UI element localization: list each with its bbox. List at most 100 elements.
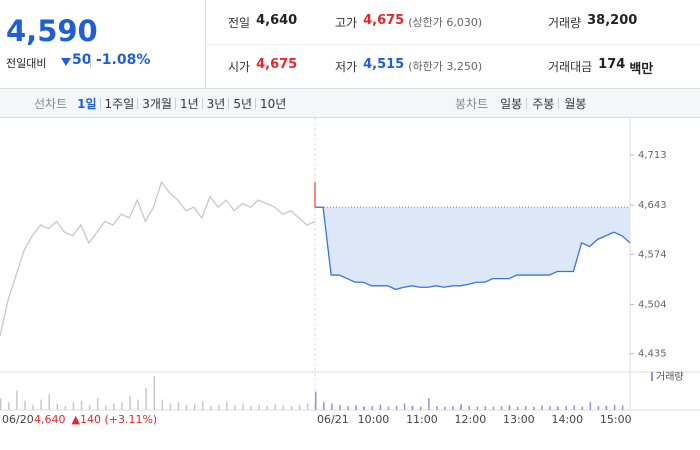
- volume-bar: [258, 404, 260, 410]
- volume-bar: [185, 404, 188, 410]
- volume-bar: [72, 402, 75, 410]
- volume-bar: [40, 399, 42, 410]
- volume-bar: [621, 405, 624, 410]
- tab-sep: [228, 98, 230, 109]
- volume-bar: [16, 390, 18, 410]
- volume-bar: [315, 391, 317, 410]
- volume-bar: [331, 403, 333, 410]
- stat-note: (하한가 3,250): [408, 60, 483, 73]
- period-tab[interactable]: 10년: [260, 97, 287, 111]
- volume-bar: [323, 402, 325, 410]
- tab-sep: [174, 98, 176, 109]
- candle-tab[interactable]: 주봉: [532, 97, 555, 111]
- tab-sep: [137, 98, 139, 109]
- volume-bar: [476, 406, 479, 410]
- stat-label: 시가: [228, 60, 251, 74]
- volume-bar: [460, 404, 462, 410]
- tab-title: 선차트: [34, 97, 68, 111]
- volume-bar: [161, 399, 164, 410]
- volume-bar: [573, 405, 575, 410]
- price-line: [315, 206, 631, 291]
- stat-label: 고가: [335, 16, 358, 30]
- volume-bar: [64, 406, 67, 410]
- stat-value: 4,675: [363, 13, 405, 28]
- volume-bar: [452, 406, 454, 410]
- row-divider: [205, 44, 700, 45]
- x-tick-label: 11:00: [406, 413, 438, 426]
- volume-bar: [48, 394, 50, 410]
- y-tick-label: 4,504: [638, 299, 667, 310]
- stat-label: 저가: [335, 60, 358, 74]
- volume-bar: [96, 398, 99, 410]
- volume-bar: [88, 404, 91, 410]
- period-tab[interactable]: 3년: [206, 97, 226, 111]
- change: 50: [72, 52, 92, 68]
- volume-bar: [500, 406, 503, 410]
- volume-bar: [298, 404, 301, 410]
- volume-bar: [613, 404, 616, 410]
- volume-bar: [56, 403, 59, 410]
- price-box: 4,590 전일대비 50 -1.08%: [0, 0, 206, 88]
- volume-bar: [597, 406, 600, 410]
- tab-sep: [526, 98, 528, 109]
- period-tab[interactable]: 1일: [77, 97, 97, 111]
- y-tick-label: 4,643: [638, 200, 667, 211]
- volume-bar: [339, 404, 341, 410]
- volume-bar: [121, 402, 123, 410]
- current-price: 4,590: [6, 14, 98, 48]
- volume-bar: [444, 406, 446, 410]
- volume-bar: [411, 406, 414, 410]
- volume-bar: [210, 406, 212, 410]
- stat-value: 4,640: [256, 13, 298, 28]
- period-tab[interactable]: 1주일: [104, 97, 135, 111]
- volume-bar: [8, 402, 10, 410]
- candle-tab[interactable]: 일봉: [500, 97, 523, 111]
- volume-bar: [137, 399, 139, 410]
- tab-sep: [255, 98, 257, 109]
- volume-bar: [379, 404, 382, 410]
- period-tab[interactable]: 1년: [179, 97, 199, 111]
- volume-bar: [290, 406, 293, 410]
- volume-bar: [516, 406, 519, 410]
- volume-bar: [468, 406, 470, 410]
- volume-bar: [105, 405, 107, 410]
- price-line: [0, 180, 316, 336]
- volume-bar: [541, 405, 543, 410]
- volume-bar: [589, 402, 592, 410]
- volume-bar: [24, 400, 26, 410]
- change-label: 전일대비: [6, 57, 47, 70]
- volume-bar: [371, 406, 374, 410]
- volume-bar: [153, 376, 155, 410]
- volume-bar: [387, 406, 390, 410]
- x-tick-label: 14:00: [551, 413, 583, 426]
- candle-tab[interactable]: 월봉: [564, 97, 587, 111]
- volume-bar: [218, 404, 220, 410]
- period-tab[interactable]: 5년: [233, 97, 253, 111]
- stat-label: 거래대금: [548, 60, 593, 74]
- volume-bar: [306, 403, 309, 410]
- volume-bar: [549, 406, 551, 410]
- x-tick-label: 06/20: [2, 413, 34, 426]
- volume-bar: [403, 403, 406, 410]
- volume-bar: [484, 406, 487, 410]
- volume-bar: [145, 387, 147, 410]
- volume-bar: [169, 403, 172, 410]
- volume-bar: [113, 403, 115, 410]
- y-tick-label: 4,435: [638, 349, 667, 360]
- stat-note: (상한가 6,030): [408, 16, 483, 29]
- volume-bar: [557, 406, 559, 410]
- tab-bar: [0, 88, 700, 118]
- area-fill: [315, 207, 630, 290]
- volume-bar: [234, 405, 236, 410]
- y-tick-label: 4,574: [638, 249, 667, 260]
- chart: 4,435 4,504 4,574 4,643 4,713 06/20 06/21 10:00…: [0, 118, 700, 426]
- tab-sep: [99, 98, 101, 109]
- volume-bar: [250, 406, 252, 410]
- legend-swatch: [651, 372, 653, 381]
- annotation-price: 4,640: [34, 413, 66, 426]
- period-tab[interactable]: 3개월: [142, 97, 172, 111]
- volume-bar: [282, 405, 285, 410]
- annotation-change: ▲140 (+3.11%): [72, 413, 158, 426]
- volume-bar: [274, 404, 277, 410]
